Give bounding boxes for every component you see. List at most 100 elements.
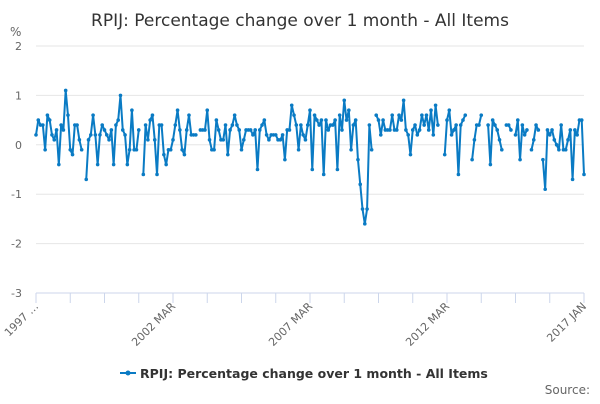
- data-point[interactable]: [100, 123, 105, 127]
- data-point[interactable]: [146, 138, 150, 142]
- data-point[interactable]: [353, 118, 358, 122]
- data-point[interactable]: [47, 118, 52, 122]
- data-point[interactable]: [36, 118, 41, 122]
- data-point[interactable]: [301, 133, 305, 137]
- data-point[interactable]: [335, 167, 340, 172]
- data-point[interactable]: [299, 123, 303, 127]
- data-point[interactable]: [152, 138, 157, 142]
- data-point[interactable]: [531, 138, 536, 142]
- data-point[interactable]: [312, 113, 317, 117]
- data-point[interactable]: [374, 113, 379, 117]
- data-point[interactable]: [237, 128, 242, 132]
- data-point[interactable]: [66, 113, 70, 117]
- data-point[interactable]: [123, 133, 127, 137]
- data-point[interactable]: [91, 113, 95, 117]
- data-point[interactable]: [536, 128, 541, 132]
- data-point[interactable]: [84, 177, 89, 182]
- data-point[interactable]: [406, 133, 410, 137]
- data-point[interactable]: [230, 123, 235, 127]
- data-point[interactable]: [98, 133, 102, 137]
- data-point[interactable]: [114, 123, 118, 127]
- data-point[interactable]: [125, 162, 130, 167]
- data-point[interactable]: [429, 108, 433, 113]
- data-point[interactable]: [545, 128, 550, 132]
- data-point[interactable]: [287, 128, 292, 132]
- data-point[interactable]: [543, 187, 547, 192]
- data-point[interactable]: [472, 138, 477, 142]
- data-point[interactable]: [579, 118, 584, 122]
- data-point[interactable]: [241, 138, 246, 142]
- data-point[interactable]: [251, 133, 255, 137]
- data-point[interactable]: [148, 118, 152, 122]
- data-point[interactable]: [340, 128, 344, 132]
- data-point[interactable]: [75, 123, 79, 127]
- data-point[interactable]: [86, 138, 91, 142]
- data-point[interactable]: [273, 133, 278, 137]
- data-point[interactable]: [408, 152, 413, 157]
- data-point[interactable]: [509, 128, 513, 132]
- data-point[interactable]: [358, 182, 363, 187]
- data-point[interactable]: [116, 118, 120, 122]
- data-point[interactable]: [180, 147, 184, 152]
- data-point[interactable]: [278, 138, 283, 142]
- data-point[interactable]: [365, 207, 369, 211]
- data-point[interactable]: [262, 118, 267, 122]
- data-point[interactable]: [349, 147, 353, 152]
- data-point[interactable]: [550, 128, 554, 132]
- data-point[interactable]: [77, 138, 82, 142]
- data-point[interactable]: [424, 113, 429, 117]
- data-point[interactable]: [442, 152, 447, 157]
- data-point[interactable]: [93, 133, 98, 137]
- data-point[interactable]: [248, 128, 253, 132]
- data-point[interactable]: [456, 172, 461, 177]
- data-point[interactable]: [563, 147, 568, 152]
- data-point[interactable]: [426, 128, 431, 132]
- data-point[interactable]: [529, 147, 534, 152]
- data-point[interactable]: [333, 118, 337, 122]
- data-point[interactable]: [566, 138, 570, 142]
- data-point[interactable]: [34, 133, 38, 137]
- data-point[interactable]: [57, 162, 61, 167]
- data-point[interactable]: [342, 98, 347, 103]
- data-point[interactable]: [107, 138, 111, 142]
- data-point[interactable]: [264, 133, 269, 137]
- data-point[interactable]: [59, 123, 63, 127]
- data-point[interactable]: [420, 113, 424, 117]
- data-point[interactable]: [205, 108, 210, 113]
- data-point[interactable]: [500, 147, 504, 152]
- data-point[interactable]: [228, 128, 232, 132]
- data-point[interactable]: [525, 128, 529, 132]
- data-point[interactable]: [326, 128, 331, 132]
- data-point[interactable]: [404, 128, 408, 132]
- data-point[interactable]: [331, 123, 335, 127]
- data-point[interactable]: [232, 113, 237, 117]
- data-point[interactable]: [547, 133, 552, 137]
- data-point[interactable]: [360, 207, 365, 211]
- data-point[interactable]: [463, 113, 468, 117]
- data-point[interactable]: [493, 123, 497, 127]
- data-point[interactable]: [433, 103, 438, 108]
- data-point[interactable]: [518, 157, 522, 162]
- data-point[interactable]: [141, 172, 146, 177]
- data-point[interactable]: [449, 133, 454, 137]
- data-point[interactable]: [111, 162, 116, 167]
- data-point[interactable]: [344, 118, 349, 122]
- data-point[interactable]: [394, 128, 399, 132]
- data-point[interactable]: [216, 128, 221, 132]
- data-point[interactable]: [573, 128, 577, 132]
- data-point[interactable]: [267, 138, 271, 142]
- data-point[interactable]: [226, 152, 230, 157]
- data-point[interactable]: [436, 123, 440, 127]
- data-point[interactable]: [397, 113, 401, 117]
- data-point[interactable]: [321, 172, 326, 177]
- data-point[interactable]: [369, 147, 374, 152]
- data-point[interactable]: [184, 128, 189, 132]
- data-point[interactable]: [568, 128, 573, 132]
- data-point[interactable]: [257, 128, 262, 132]
- data-point[interactable]: [95, 162, 100, 167]
- data-point[interactable]: [534, 123, 538, 127]
- data-point[interactable]: [134, 147, 139, 152]
- data-point[interactable]: [203, 128, 207, 132]
- data-point[interactable]: [207, 138, 212, 142]
- data-point[interactable]: [280, 133, 285, 137]
